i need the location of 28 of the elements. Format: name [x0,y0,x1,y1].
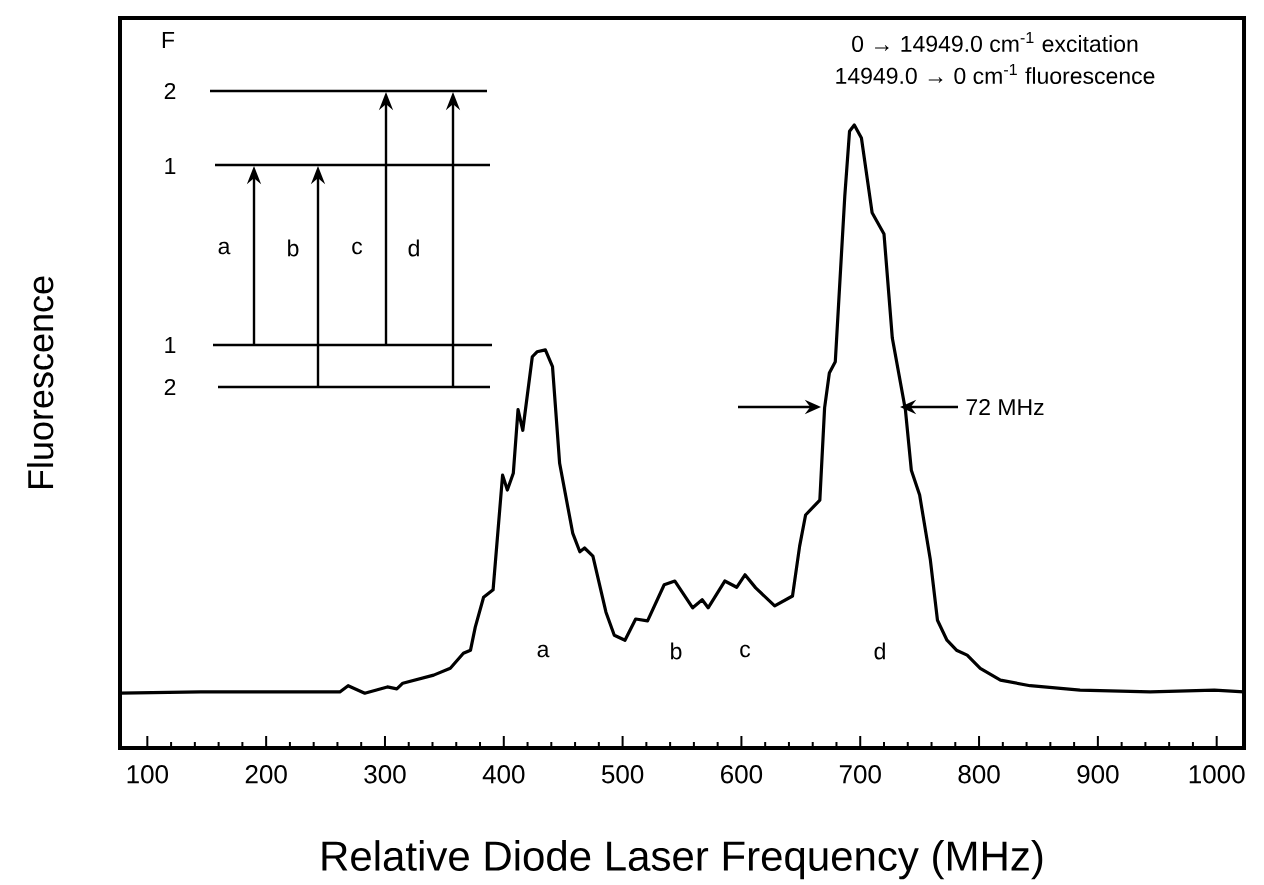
x-tick-label: 400 [482,765,525,784]
x-axis-title: Relative Diode Laser Frequency (MHz) [322,840,1043,880]
annotation: 72 MHz [966,398,1044,416]
x-tick-label: 800 [958,765,1000,784]
y-axis-title: Fluorescence [26,276,54,489]
text: 0 → 14949.0 cm$^{-1}$ excitation [852,31,1138,52]
text: 14949.0 → 0 cm$^{-1}$ fluorescence [836,63,1155,84]
annotation: d [874,642,885,660]
annotation: d [408,239,419,257]
text: F [162,32,175,48]
annotation: 1 [165,158,176,174]
annotation: a [218,241,231,255]
annotation: c [352,241,363,255]
annotation: b [671,642,682,660]
x-tick-label: 300 [364,765,406,784]
annotation: 1 [165,337,176,353]
annotation: b [288,239,299,257]
x-tick-label: 200 [245,765,287,784]
x-tick-label: 900 [1077,765,1119,784]
x-tick-label: 600 [721,765,763,784]
annotation: a [537,644,550,658]
annotation: c [740,644,751,658]
x-tick-label: 1000 [1189,765,1245,784]
x-tick-label: 100 [127,765,169,784]
x-tick-label: 500 [601,765,644,784]
text: 2 [164,82,176,100]
annotation: 2 [164,378,176,396]
x-tick-label: 700 [839,765,881,784]
